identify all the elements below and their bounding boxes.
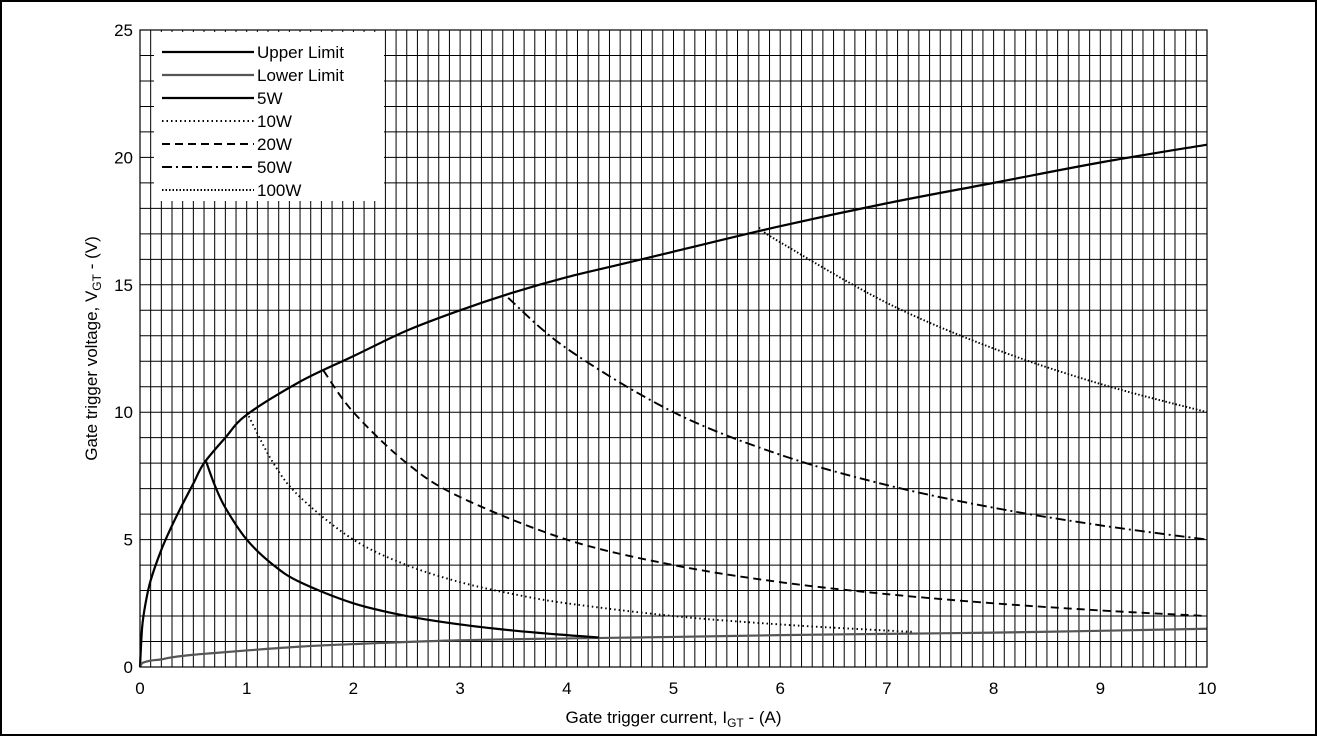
series-lower-limit-line: [139, 627, 1208, 668]
y-tick-label: 5: [124, 531, 133, 550]
legend-label-upper-limit: Upper Limit: [257, 43, 344, 62]
series-5w-line: [205, 461, 599, 639]
legend: Upper Limit Lower Limit 5W 10W 20W 50W 100W: [154, 32, 384, 201]
series-20w-line: [322, 370, 1208, 617]
legend-label-50w: 50W: [257, 158, 292, 177]
x-axis-label: Gate trigger current, IGT - (A): [565, 708, 781, 730]
y-axis-label: Gate trigger voltage, VGT - (V): [82, 236, 104, 461]
x-tick-label: 7: [882, 679, 891, 698]
legend-label-20w: 20W: [257, 135, 292, 154]
x-tick-label: 10: [1198, 679, 1217, 698]
y-tick-label: 20: [114, 148, 133, 167]
x-tick-label: 6: [775, 679, 784, 698]
legend-label-5w: 5W: [257, 89, 283, 108]
legend-label-lower-limit: Lower Limit: [257, 66, 344, 85]
x-tick-label: 3: [455, 679, 464, 698]
x-tick-label: 2: [349, 679, 358, 698]
series-100w-line: [758, 226, 1208, 414]
plot-border: [139, 29, 1208, 668]
x-tick-label: 8: [989, 679, 998, 698]
y-tick-label: 25: [114, 21, 133, 40]
y-tick-label: 0: [124, 658, 133, 677]
series-upper-limit-line: [138, 143, 1208, 668]
tick-labels: 0 1 2 3 4 5 6 7 8 9 10 0 5 10 15 20 25: [114, 21, 1216, 698]
curves: [138, 143, 1208, 668]
legend-label-100w: 100W: [257, 181, 301, 200]
legend-label-10w: 10W: [257, 112, 292, 131]
legend-box: [154, 32, 384, 201]
series-10w-line: [245, 411, 914, 633]
x-tick-label: 4: [562, 679, 571, 698]
y-tick-label: 10: [114, 403, 133, 422]
x-tick-label: 0: [135, 679, 144, 698]
series-50w-line: [507, 297, 1208, 541]
x-tick-label: 9: [1096, 679, 1105, 698]
y-tick-label: 15: [114, 276, 133, 295]
x-tick-label: 1: [242, 679, 251, 698]
x-tick-label: 5: [669, 679, 678, 698]
